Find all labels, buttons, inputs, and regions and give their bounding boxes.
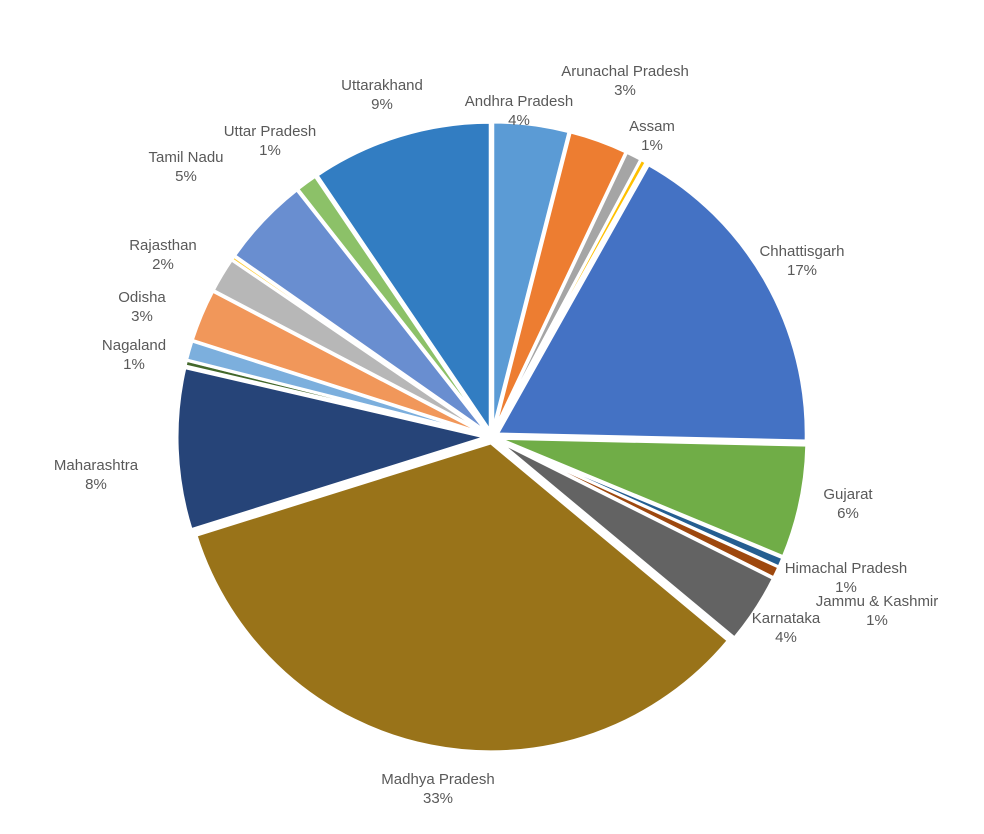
data-label-name: Assam: [629, 118, 675, 135]
data-label-gujarat: Gujarat 6%: [823, 486, 873, 522]
data-label-name: Chhattisgarh: [759, 243, 844, 260]
data-label-name: Jammu & Kashmir: [816, 593, 939, 610]
data-label-percent: 4%: [508, 112, 530, 129]
data-label-name: Himachal Pradesh: [785, 560, 908, 577]
data-label-uttarakhand: Uttarakhand 9%: [341, 77, 423, 113]
data-label-percent: 33%: [423, 790, 453, 807]
data-label-arunachal-pradesh: Arunachal Pradesh 3%: [561, 63, 689, 99]
data-label-assam: Assam 1%: [629, 118, 675, 154]
data-label-name: Gujarat: [823, 486, 873, 503]
data-label-name: Nagaland: [102, 337, 166, 354]
data-label-maharashtra: Maharashtra 8%: [54, 457, 139, 493]
data-label-percent: 6%: [837, 505, 859, 522]
data-label-name: Odisha: [118, 289, 166, 306]
data-label-uttar-pradesh: Uttar Pradesh 1%: [224, 123, 317, 159]
data-label-karnataka: Karnataka 4%: [752, 610, 821, 646]
slice-uttar-pradesh: [296, 174, 490, 434]
data-label-percent: 4%: [775, 629, 797, 646]
data-label-percent: 1%: [866, 612, 888, 629]
data-label-name: Uttar Pradesh: [224, 123, 317, 140]
data-label-madhya-pradesh: Madhya Pradesh 33%: [381, 771, 494, 807]
data-label-andhra-pradesh: Andhra Pradesh 4%: [465, 93, 573, 129]
data-label-name: Karnataka: [752, 610, 821, 627]
data-label-percent: 3%: [614, 82, 636, 99]
data-label-tamil-nadu: Tamil Nadu 5%: [148, 149, 223, 185]
data-label-name: Tamil Nadu: [148, 149, 223, 166]
data-label-name: Andhra Pradesh: [465, 93, 573, 110]
data-label-name: Madhya Pradesh: [381, 771, 494, 788]
data-label-percent: 2%: [152, 256, 174, 273]
data-label-name: Uttarakhand: [341, 77, 423, 94]
data-label-percent: 3%: [131, 308, 153, 325]
data-label-percent: 1%: [641, 137, 663, 154]
data-label-rajasthan: Rajasthan 2%: [129, 237, 197, 273]
data-label-nagaland: Nagaland 1%: [102, 337, 166, 373]
data-label-name: Maharashtra: [54, 457, 139, 474]
data-label-percent: 1%: [835, 579, 857, 596]
slice-chhattisgarh: [495, 163, 808, 443]
data-label-percent: 9%: [371, 96, 393, 113]
data-label-percent: 1%: [259, 142, 281, 159]
slice-uttarakhand: [315, 120, 492, 433]
slice-bihar: [493, 157, 648, 434]
data-label-jammu-kashmir: Jammu & Kashmir 1%: [816, 593, 939, 629]
pie-labels: Andhra Pradesh 4% Arunachal Pradesh 3% Assam…: [54, 63, 938, 807]
data-label-name: Rajasthan: [129, 237, 197, 254]
data-label-percent: 1%: [123, 356, 145, 373]
pie-slices: [175, 120, 809, 754]
data-label-chhattisgarh: Chhattisgarh 17%: [759, 243, 844, 279]
slice-maharashtra: [175, 366, 488, 532]
slice-karnataka: [495, 438, 775, 640]
data-label-percent: 8%: [85, 476, 107, 493]
data-label-odisha: Odisha 3%: [118, 289, 166, 325]
data-label-himachal-pradesh: Himachal Pradesh 1%: [785, 560, 908, 596]
data-label-percent: 17%: [787, 262, 817, 279]
data-label-percent: 5%: [175, 168, 197, 185]
data-label-name: Arunachal Pradesh: [561, 63, 689, 80]
slice-madhya-pradesh: [194, 441, 730, 754]
